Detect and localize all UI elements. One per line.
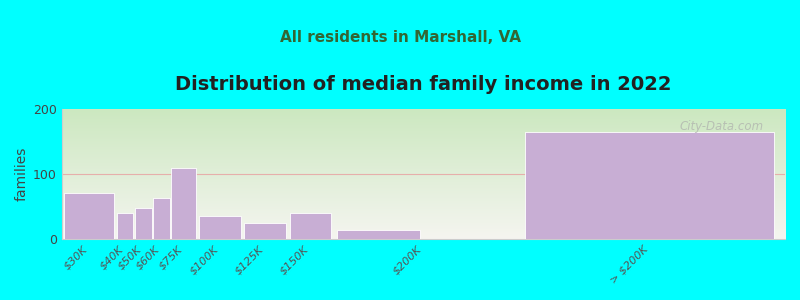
Bar: [199, 216, 241, 239]
Bar: [290, 213, 331, 239]
Y-axis label: families: families: [15, 147, 29, 201]
Bar: [153, 198, 170, 239]
Bar: [525, 132, 774, 239]
Bar: [117, 213, 134, 239]
Bar: [337, 230, 420, 239]
Bar: [245, 223, 286, 239]
Title: Distribution of median family income in 2022: Distribution of median family income in …: [175, 75, 672, 94]
Bar: [135, 208, 151, 239]
Bar: [64, 194, 114, 239]
Text: All residents in Marshall, VA: All residents in Marshall, VA: [279, 30, 521, 45]
Bar: [171, 168, 196, 239]
Text: City-Data.com: City-Data.com: [679, 120, 763, 133]
